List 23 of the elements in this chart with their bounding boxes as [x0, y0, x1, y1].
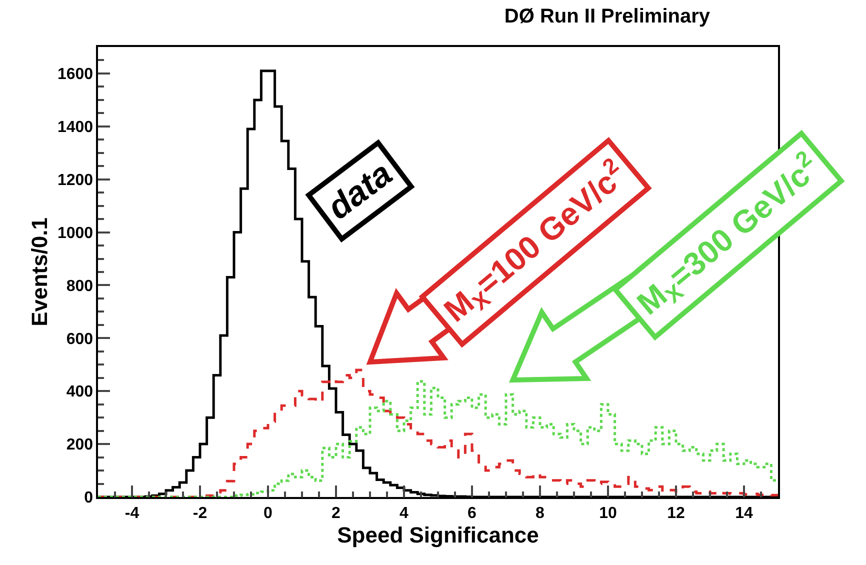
y-tick-label: 600 — [66, 330, 94, 348]
x-axis-title: Speed Significance — [337, 522, 539, 548]
y-tick-label: 0 — [84, 490, 94, 507]
y-tick-label: 800 — [66, 278, 94, 295]
chart-title: DØ Run II Preliminary — [504, 5, 711, 28]
y-tick-label: 400 — [66, 384, 94, 401]
x-tick-label: 6 — [468, 504, 477, 522]
x-tick-label: 0 — [264, 504, 273, 522]
y-tick-label: 1400 — [57, 119, 94, 136]
x-tick-label: -2 — [192, 504, 208, 522]
text: data — [320, 154, 400, 228]
y-tick-label: 1000 — [57, 224, 94, 242]
y-tick-label: 200 — [66, 436, 94, 454]
x-tick-label: 8 — [536, 504, 545, 522]
x-tick-label: -4 — [124, 504, 140, 522]
x-tick-label: 2 — [332, 504, 341, 522]
x-tick-label: 14 — [735, 504, 753, 522]
x-tick-label: 12 — [667, 504, 685, 522]
y-tick-label: 1200 — [57, 172, 94, 189]
y-axis-title: Events/0.1 — [26, 218, 52, 326]
y-tick-label: 1600 — [57, 66, 94, 84]
x-tick-label: 4 — [400, 504, 409, 522]
x-tick-label: 10 — [599, 504, 617, 522]
